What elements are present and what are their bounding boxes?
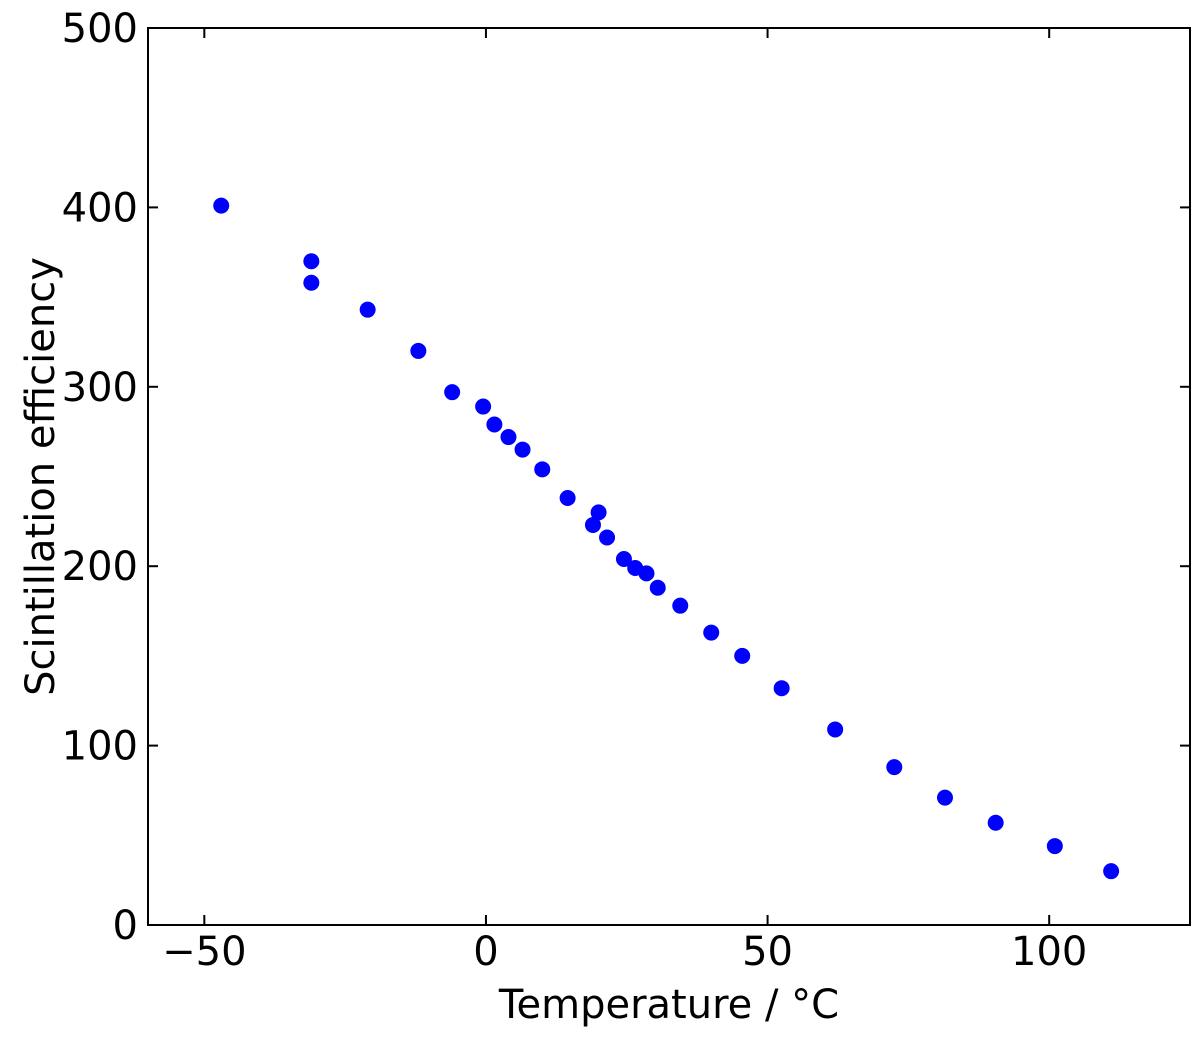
y-tick-label: 300 [62,365,138,411]
data-point [213,197,230,214]
data-point [559,490,576,507]
x-tick-label: 0 [473,929,498,975]
data-point [827,721,844,738]
data-point [475,398,492,415]
data-point [359,301,376,318]
data-point [514,441,531,458]
data-point [936,789,953,806]
data-point [734,647,751,664]
data-point [534,461,551,478]
plot-frame [147,27,1191,926]
data-point [599,529,616,546]
x-tick-label: −50 [162,929,246,975]
data-point [1046,838,1063,855]
data-point [303,274,320,291]
points-layer [213,197,1120,880]
data-point [444,384,461,401]
data-point [886,759,903,776]
data-point [773,680,790,697]
y-axis-label: Scintillation efficiency [18,257,64,696]
data-point [672,597,689,614]
data-point [500,429,517,446]
y-tick-label: 100 [62,724,138,770]
data-point [987,814,1004,831]
data-point [1103,863,1120,880]
data-point [410,342,427,359]
data-point [303,253,320,270]
y-tick-label: 0 [113,903,138,949]
data-point [590,504,607,521]
x-tick-label: 50 [742,929,793,975]
y-tick-label: 200 [62,544,138,590]
ticks-layer: −50 0 50 100 0 100 200 300 400 500 [62,6,1190,975]
x-tick-label: 100 [1011,929,1087,975]
data-point [486,416,503,433]
data-point [638,565,655,582]
x-axis-label: Temperature / °C [498,982,839,1028]
data-point [615,551,632,568]
data-point [703,624,720,641]
y-tick-label: 500 [62,6,138,52]
y-tick-label: 400 [62,185,138,231]
data-point [649,579,666,596]
